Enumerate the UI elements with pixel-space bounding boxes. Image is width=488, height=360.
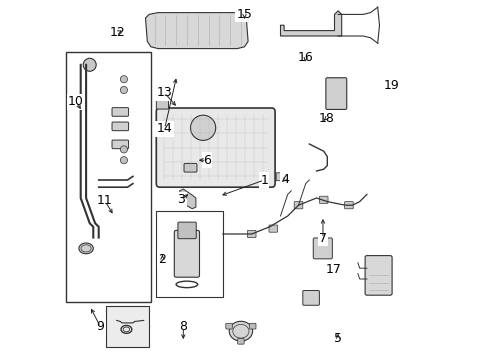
Text: 7: 7 xyxy=(318,232,326,245)
Polygon shape xyxy=(179,189,196,209)
Text: 1: 1 xyxy=(260,174,268,186)
FancyBboxPatch shape xyxy=(112,108,128,116)
FancyBboxPatch shape xyxy=(313,238,332,259)
Text: 14: 14 xyxy=(156,122,172,135)
FancyBboxPatch shape xyxy=(178,222,196,239)
Text: 12: 12 xyxy=(110,26,125,39)
Text: 8: 8 xyxy=(179,320,187,333)
Ellipse shape xyxy=(229,321,252,341)
Text: 19: 19 xyxy=(383,79,398,92)
FancyBboxPatch shape xyxy=(156,99,168,109)
FancyBboxPatch shape xyxy=(247,230,256,238)
Text: 15: 15 xyxy=(236,8,252,21)
FancyBboxPatch shape xyxy=(294,202,302,209)
Circle shape xyxy=(120,76,127,83)
FancyBboxPatch shape xyxy=(276,173,285,181)
FancyBboxPatch shape xyxy=(156,108,275,187)
FancyBboxPatch shape xyxy=(237,338,244,344)
Polygon shape xyxy=(280,11,341,36)
Text: 16: 16 xyxy=(297,51,313,64)
Circle shape xyxy=(190,115,215,140)
Text: 17: 17 xyxy=(325,263,341,276)
Text: 6: 6 xyxy=(203,154,210,167)
Circle shape xyxy=(83,58,96,71)
Circle shape xyxy=(120,157,127,164)
Text: 11: 11 xyxy=(97,194,112,207)
FancyBboxPatch shape xyxy=(174,230,199,277)
Text: 9: 9 xyxy=(96,320,104,333)
FancyBboxPatch shape xyxy=(249,323,255,329)
Text: 18: 18 xyxy=(318,112,334,125)
FancyBboxPatch shape xyxy=(268,225,277,232)
Polygon shape xyxy=(106,306,149,347)
FancyBboxPatch shape xyxy=(225,323,232,329)
Circle shape xyxy=(120,86,127,94)
Text: 10: 10 xyxy=(68,95,84,108)
FancyBboxPatch shape xyxy=(112,122,128,131)
Polygon shape xyxy=(145,13,247,49)
Text: 5: 5 xyxy=(333,332,342,345)
Text: 4: 4 xyxy=(280,173,288,186)
Ellipse shape xyxy=(79,243,93,254)
Text: 2: 2 xyxy=(158,253,166,266)
FancyBboxPatch shape xyxy=(325,78,346,109)
FancyBboxPatch shape xyxy=(365,256,391,295)
FancyBboxPatch shape xyxy=(183,163,197,172)
Text: 3: 3 xyxy=(177,193,185,206)
FancyBboxPatch shape xyxy=(344,202,352,209)
FancyBboxPatch shape xyxy=(319,196,327,203)
FancyBboxPatch shape xyxy=(112,140,128,149)
Text: 13: 13 xyxy=(156,86,172,99)
Circle shape xyxy=(120,146,127,153)
FancyBboxPatch shape xyxy=(302,291,319,305)
